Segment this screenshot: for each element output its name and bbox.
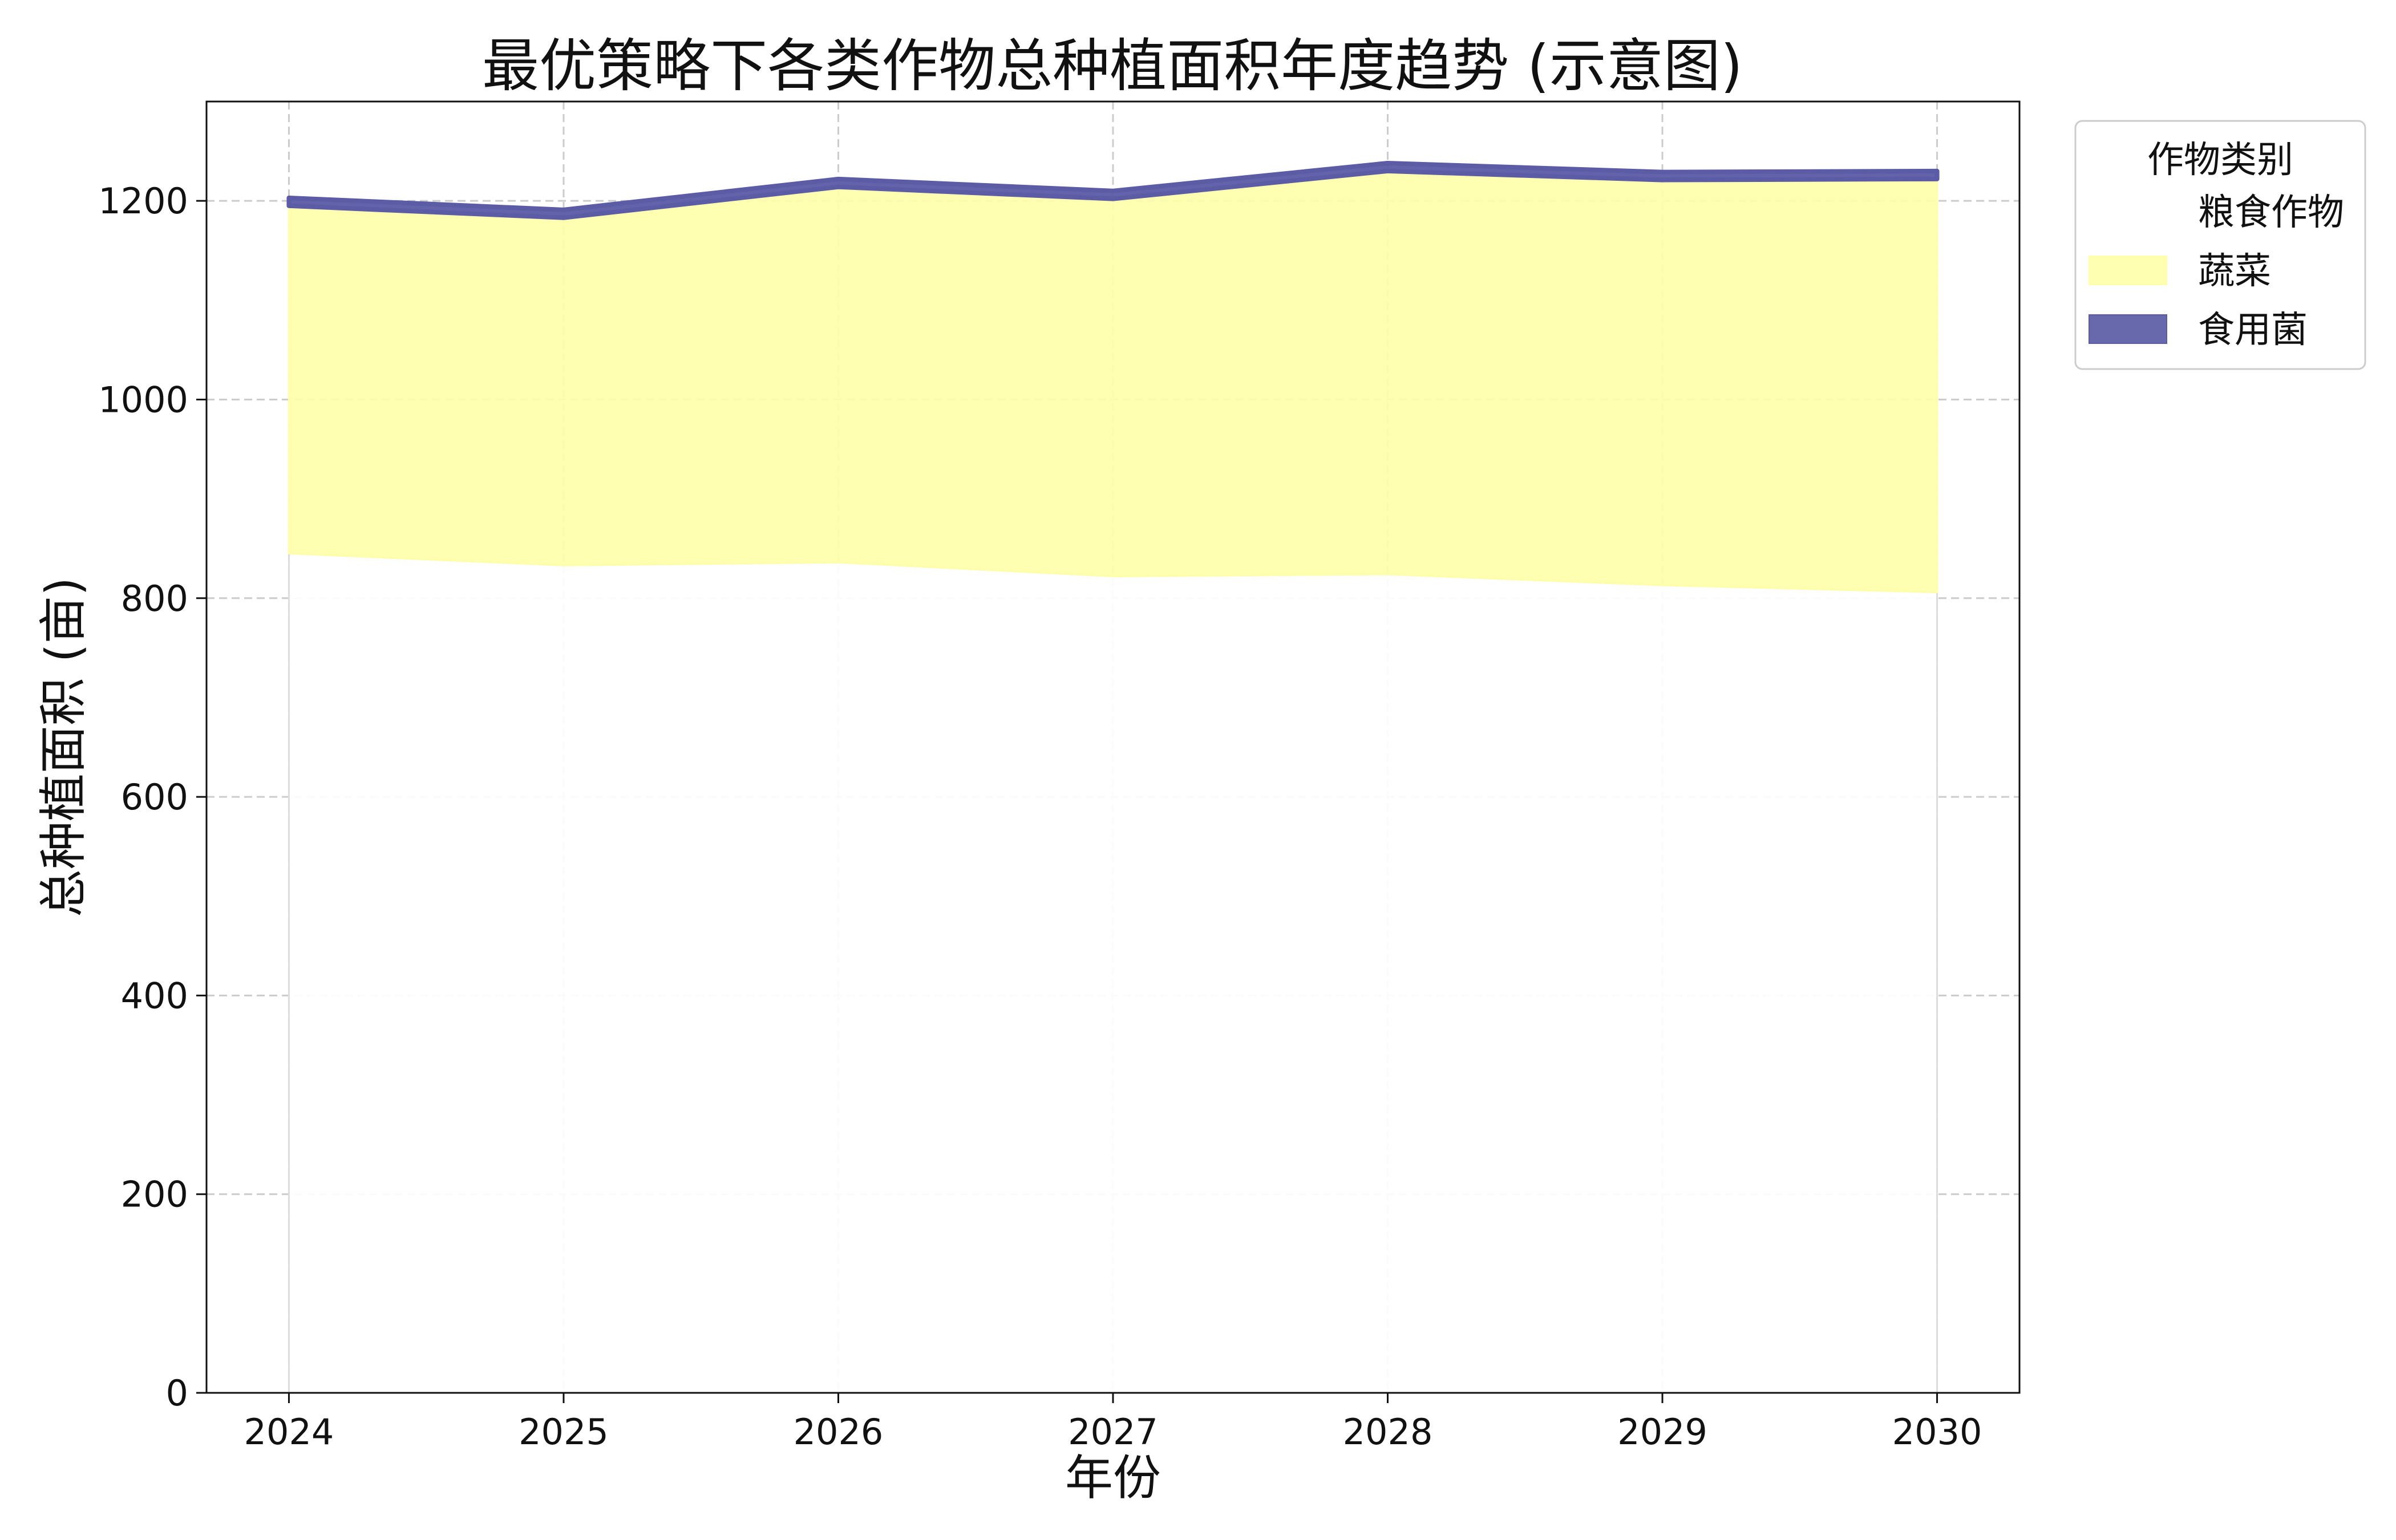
x-axis-title: 年份 xyxy=(1065,1450,1161,1506)
y-tick-label: 1000 xyxy=(98,379,188,420)
legend-box xyxy=(2074,120,2366,370)
legend-label: 蔬菜 xyxy=(2198,250,2271,293)
y-tick-label: 600 xyxy=(121,776,188,818)
legend-title: 作物类别 xyxy=(2147,139,2293,181)
area-series xyxy=(286,160,1940,1394)
area-series-3 xyxy=(286,160,1940,220)
area-series-1 xyxy=(288,552,1938,1394)
x-tick-label: 2030 xyxy=(1892,1411,1982,1453)
x-tick-label: 2026 xyxy=(794,1411,884,1453)
x-tick-label: 2028 xyxy=(1343,1411,1433,1453)
y-tick-label: 200 xyxy=(121,1174,188,1215)
x-tick-label: 2029 xyxy=(1617,1411,1707,1453)
legend-label: 食用菌 xyxy=(2198,309,2308,351)
y-axis-ticks: 0 200 400 600 800 1000 1200 xyxy=(98,180,207,1414)
x-tick-label: 2025 xyxy=(519,1411,609,1453)
y-tick-label: 400 xyxy=(121,975,188,1016)
legend-label: 粮食作物 xyxy=(2198,192,2344,234)
legend-swatch xyxy=(2089,314,2167,344)
area-series-2 xyxy=(288,170,1938,593)
y-axis-title: 总种植面积 (亩) xyxy=(35,577,91,917)
y-tick-label: 1200 xyxy=(98,180,188,222)
x-tick-label: 2024 xyxy=(244,1411,334,1453)
y-tick-label: 800 xyxy=(121,578,188,619)
x-tick-label: 2027 xyxy=(1068,1411,1158,1453)
chart-title: 最优策略下各类作物总种植面积年度趋势 (示意图) xyxy=(482,33,1743,99)
x-axis-ticks: 2024 2025 2026 2027 2028 2029 2030 xyxy=(244,1393,1982,1453)
legend-swatch xyxy=(2089,197,2167,226)
y-tick-label: 0 xyxy=(166,1372,188,1414)
legend-swatch xyxy=(2089,256,2167,285)
